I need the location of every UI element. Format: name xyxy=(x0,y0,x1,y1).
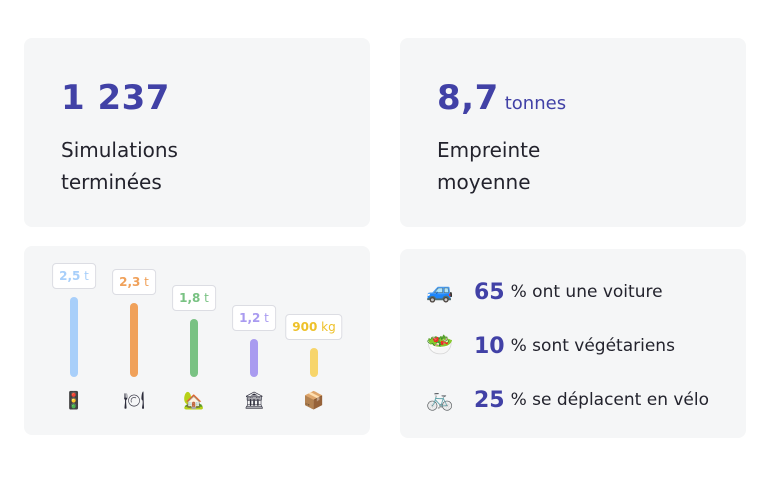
empreinte-label: Empreinte moyenne xyxy=(437,134,697,198)
plate-cutlery-icon: 🍽 xyxy=(123,391,145,411)
category-value-unit: kg xyxy=(317,320,336,334)
empreinte-unit: tonnes xyxy=(504,93,567,114)
stat-number: 65 xyxy=(474,279,505,305)
traffic-light-icon: 🚦 xyxy=(63,391,85,411)
category-bar xyxy=(70,297,78,377)
category-value-number: 2,5 xyxy=(59,269,81,283)
category-value-label: 1,8 t xyxy=(172,285,216,311)
category-value-label: 900 kg xyxy=(285,314,343,340)
category-bar xyxy=(190,319,198,377)
categories-card: 2,5 t 🚦 2,3 t 🍽 1,8 t 🏡 1,2 t 🏛 900 kg 📦 xyxy=(24,246,370,435)
house-icon: 🏡 xyxy=(183,391,205,411)
category-value-unit: t xyxy=(200,291,209,305)
stats-card: 🚙 65% ont une voiture 🥗 10% sont végétarien… xyxy=(400,249,746,438)
category-value-label: 2,5 t xyxy=(52,263,96,289)
category-bar xyxy=(310,348,318,377)
simulations-label: Simulations terminées xyxy=(61,134,321,198)
empreinte-label-line1: Empreinte xyxy=(437,138,541,162)
stat-row: 🚲 25% se déplacent en vélo xyxy=(426,385,709,415)
stat-text: % se déplacent en vélo xyxy=(510,390,710,410)
empreinte-number: 8,7 xyxy=(437,78,499,118)
category-value-number: 1,2 xyxy=(239,311,261,325)
category-value-number: 900 xyxy=(292,320,318,334)
stat-text: % ont une voiture xyxy=(510,282,663,302)
stat-text: % sont végétariens xyxy=(510,336,675,356)
category-value-label: 2,3 t xyxy=(112,269,156,295)
bicycle-icon: 🚲 xyxy=(426,387,454,412)
category-value-unit: t xyxy=(140,275,149,289)
stat-number: 25 xyxy=(474,387,505,413)
category-value-number: 1,8 xyxy=(179,291,201,305)
empreinte-value: 8,7 tonnes xyxy=(437,78,566,118)
category-bar xyxy=(250,339,258,377)
category-bar xyxy=(130,303,138,377)
category-value-label: 1,2 t xyxy=(232,305,276,331)
stat-row: 🚙 65% ont une voiture xyxy=(426,277,663,307)
simulations-count: 1 237 xyxy=(61,78,170,118)
category-value-unit: t xyxy=(80,269,89,283)
simulations-label-line2: terminées xyxy=(61,170,162,194)
stat-number: 10 xyxy=(474,333,505,359)
category-value-number: 2,3 xyxy=(119,275,141,289)
empreinte-card: 8,7 tonnes Empreinte moyenne xyxy=(400,38,746,227)
package-icon: 📦 xyxy=(303,391,325,411)
salad-icon: 🥗 xyxy=(426,333,454,358)
bank-icon: 🏛 xyxy=(243,391,265,411)
category-value-unit: t xyxy=(260,311,269,325)
simulations-card: 1 237 Simulations terminées xyxy=(24,38,370,227)
stat-row: 🥗 10% sont végétariens xyxy=(426,331,675,361)
car-icon: 🚙 xyxy=(426,279,454,304)
empreinte-label-line2: moyenne xyxy=(437,170,531,194)
simulations-label-line1: Simulations xyxy=(61,138,178,162)
